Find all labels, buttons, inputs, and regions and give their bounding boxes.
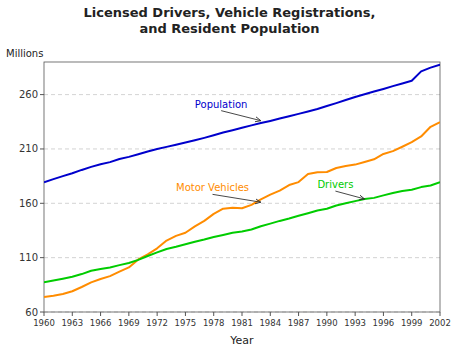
x-tick [355,312,356,316]
x-tick [440,312,441,316]
x-tick [157,312,158,316]
x-tick-label: 1963 [61,318,83,328]
x-tick-label: 1996 [373,318,395,328]
x-tick [411,312,412,316]
x-tick [44,312,45,316]
y-tick-label: 260 [19,89,38,100]
grid-line [44,148,440,149]
x-tick-label: 1975 [175,318,197,328]
x-tick [383,312,384,316]
lines [44,65,440,297]
x-tick [100,312,101,316]
x-tick-label: 1960 [33,318,55,328]
x-tick-label: 1981 [231,318,253,328]
x-tick [128,312,129,316]
x-tick [185,312,186,316]
x-tick [298,312,299,316]
x-tick [242,312,243,316]
x-tick [72,312,73,316]
x-axis-label: Year [229,334,254,347]
grid-line [44,203,440,204]
y-tick [40,94,44,95]
x-tick-label: 2002 [429,318,451,328]
x-tick [270,312,271,316]
series-line [44,65,440,183]
y-tick-label: 160 [19,198,38,209]
x-tick-label: 1999 [401,318,423,328]
grid-line [44,257,440,258]
grid-line [44,94,440,95]
x-tick-label: 1969 [118,318,140,328]
annotation-text: Drivers [317,179,353,190]
annotation-arrow [213,194,261,202]
x-tick-label: 1978 [203,318,225,328]
y-tick-label: 60 [25,307,38,318]
annotation-text: Population [195,99,248,110]
y-tick [40,148,44,149]
series-line [44,122,440,297]
y-tick [40,257,44,258]
x-tick-label: 1987 [288,318,310,328]
x-tick [213,312,214,316]
x-tick-label: 1984 [259,318,281,328]
x-tick [326,312,327,316]
y-axis-label: Millions [6,48,43,59]
annotation-text: Motor Vehicles [176,182,249,193]
x-tick-label: 1993 [344,318,366,328]
title: Licensed Drivers, Vehicle Registrations,… [83,5,375,36]
y-tick [40,203,44,204]
chart: Licensed Drivers, Vehicle Registrations,… [0,0,459,359]
series-line [44,182,440,282]
annotation-arrow [221,111,261,121]
x-tick-label: 1990 [316,318,338,328]
x-tick-label: 1966 [90,318,112,328]
annotation-arrow [335,191,364,199]
x-tick-label: 1972 [146,318,168,328]
y-tick-label: 210 [19,143,38,154]
plot-frame [44,62,440,312]
y-tick-label: 110 [19,252,38,263]
y-tick [40,312,44,313]
